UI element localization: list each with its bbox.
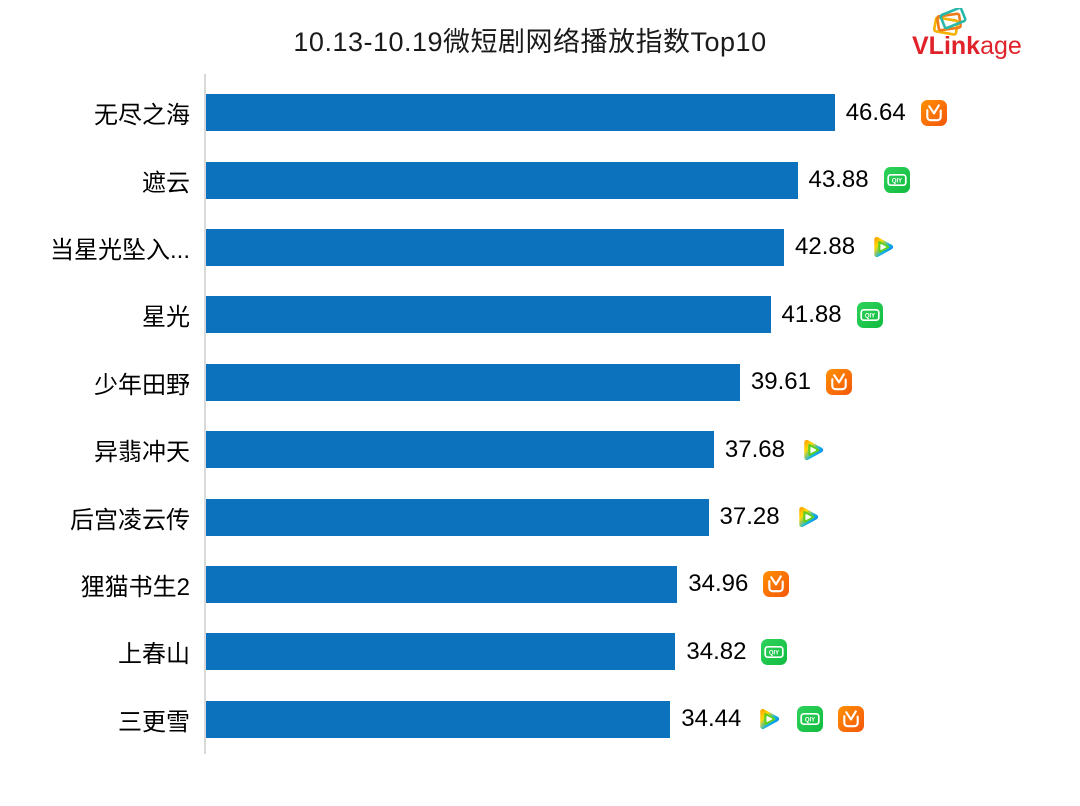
- tencent-video-icon: [760, 709, 780, 730]
- category-label: 当星光坠入...: [49, 236, 190, 264]
- chart-title: 10.13-10.19微短剧网络播放指数Top10: [293, 27, 767, 57]
- chart-row: 星光 41.88 QIY: [0, 281, 1080, 348]
- platform-icons: [825, 369, 852, 396]
- y-axis-line: [204, 74, 206, 754]
- category-label: 狸猫书生2: [80, 573, 190, 601]
- bar-chart: 无尽之海 46.64 遮云 43.88 QIY 当星光坠入...: [0, 79, 1080, 753]
- chart-row: 无尽之海 46.64: [0, 79, 1080, 146]
- vlinkage-wordmark: VLinkage: [912, 32, 1022, 61]
- bar: [206, 565, 678, 603]
- bar: [206, 700, 671, 738]
- mgtv-icon: [825, 369, 852, 396]
- bar: [206, 431, 714, 469]
- stacked-cards-icon: [932, 8, 967, 36]
- value-label: 34.82: [686, 637, 747, 665]
- iqiyi-icon: QIY: [797, 706, 824, 733]
- bar-track: 34.44 QIY: [206, 700, 1080, 738]
- platform-icons: QIY: [856, 301, 883, 328]
- vlinkage-logo: VLinkage: [912, 8, 1022, 62]
- svg-text:QIY: QIY: [769, 650, 779, 656]
- category-label: 后宫凌云传: [70, 506, 190, 534]
- category-label: 无尽之海: [94, 102, 190, 130]
- chart-row: 狸猫书生2 34.96: [0, 551, 1080, 618]
- category-label: 遮云: [142, 169, 190, 197]
- value-label: 41.88: [781, 300, 842, 328]
- bar: [206, 228, 784, 266]
- platform-icons: [870, 234, 896, 260]
- bar-track: 42.88: [206, 228, 1080, 266]
- chart-row: 遮云 43.88 QIY: [0, 146, 1080, 213]
- tencent-video-icon: [798, 506, 818, 528]
- bar: [206, 363, 740, 401]
- platform-icons: QIY: [756, 706, 865, 733]
- category-label: 星光: [142, 304, 190, 332]
- logo-text-bold: VLink: [912, 32, 981, 60]
- mgtv-icon: [920, 99, 947, 126]
- platform-icons: QIY: [761, 638, 788, 665]
- bar: [206, 296, 771, 334]
- value-label: 37.68: [724, 435, 785, 463]
- mgtv-icon: [838, 706, 865, 733]
- logo-text-light: age: [980, 32, 1022, 60]
- value-label: 34.44: [681, 705, 742, 733]
- bar: [206, 161, 798, 199]
- bar-track: 37.28: [206, 498, 1080, 536]
- platform-icons: [795, 504, 821, 530]
- chart-row: 异翡冲天 37.68: [0, 416, 1080, 483]
- value-label: 42.88: [795, 233, 856, 261]
- svg-text:QIY: QIY: [805, 718, 815, 724]
- platform-icons: QIY: [883, 167, 910, 194]
- category-label: 异翡冲天: [94, 439, 190, 467]
- bar-track: 34.82 QIY: [206, 633, 1080, 671]
- category-label: 少年田野: [94, 371, 190, 399]
- chart-row: 后宫凌云传 37.28: [0, 483, 1080, 550]
- bar-track: 37.68: [206, 431, 1080, 469]
- value-label: 43.88: [808, 166, 869, 194]
- platform-icons: [920, 99, 947, 126]
- value-label: 37.28: [719, 503, 780, 531]
- category-label: 三更雪: [118, 708, 190, 736]
- bar: [206, 498, 709, 536]
- category-label: 上春山: [118, 641, 190, 669]
- value-label: 46.64: [845, 98, 906, 126]
- bar-track: 46.64: [206, 94, 1080, 132]
- mgtv-icon: [763, 571, 790, 598]
- platform-icons: [800, 437, 826, 463]
- value-label: 39.61: [750, 368, 811, 396]
- bar-track: 34.96: [206, 565, 1080, 603]
- platform-icons: [763, 571, 790, 598]
- chart-row: 三更雪 34.44 QIY: [0, 686, 1080, 753]
- chart-row: 上春山 34.82 QIY: [0, 618, 1080, 685]
- iqiyi-icon: QIY: [883, 167, 910, 194]
- value-label: 34.96: [688, 570, 749, 598]
- bar-track: 39.61: [206, 363, 1080, 401]
- svg-text:QIY: QIY: [891, 179, 901, 185]
- tencent-video-icon: [874, 237, 894, 258]
- bar-track: 43.88 QIY: [206, 161, 1080, 199]
- bar-track: 41.88 QIY: [206, 296, 1080, 334]
- bar: [206, 94, 835, 132]
- svg-text:QIY: QIY: [864, 313, 874, 319]
- tencent-video-icon: [804, 439, 824, 460]
- bar: [206, 633, 676, 671]
- chart-row: 当星光坠入... 42.88: [0, 214, 1080, 281]
- iqiyi-icon: QIY: [856, 301, 883, 328]
- iqiyi-icon: QIY: [761, 638, 788, 665]
- chart-row: 少年田野 39.61: [0, 349, 1080, 416]
